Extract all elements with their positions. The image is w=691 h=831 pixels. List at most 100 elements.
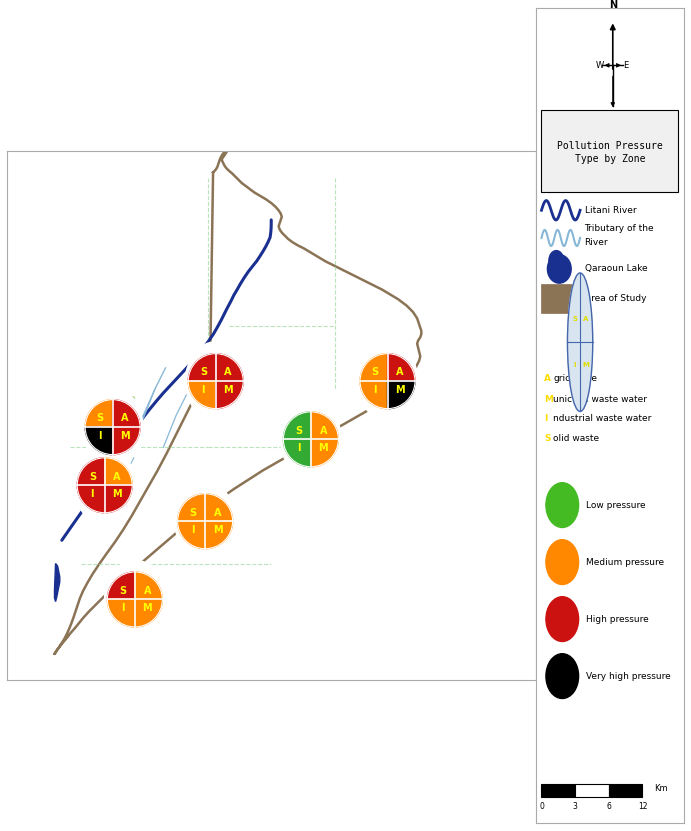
- Wedge shape: [580, 273, 593, 342]
- Text: olid waste: olid waste: [553, 434, 600, 443]
- Text: M: M: [583, 362, 589, 368]
- Text: Medium pressure: Medium pressure: [586, 558, 664, 567]
- Ellipse shape: [104, 560, 165, 639]
- Text: A: A: [319, 425, 327, 435]
- Text: 3: 3: [573, 803, 578, 811]
- Wedge shape: [135, 572, 162, 599]
- Wedge shape: [360, 354, 388, 381]
- Text: A: A: [225, 367, 232, 377]
- Wedge shape: [283, 412, 311, 440]
- Text: 1: 1: [232, 358, 241, 372]
- Text: I: I: [202, 385, 205, 395]
- Text: I: I: [91, 489, 94, 499]
- Ellipse shape: [75, 446, 135, 524]
- Text: M: M: [223, 385, 233, 395]
- Wedge shape: [188, 354, 216, 381]
- FancyBboxPatch shape: [542, 784, 575, 797]
- Ellipse shape: [82, 388, 143, 466]
- Wedge shape: [105, 485, 132, 513]
- Wedge shape: [216, 354, 243, 381]
- Text: Litani River: Litani River: [585, 206, 636, 214]
- Text: Low pressure: Low pressure: [586, 500, 645, 509]
- Wedge shape: [77, 485, 105, 513]
- Text: griculture: griculture: [553, 374, 597, 382]
- Ellipse shape: [549, 251, 564, 271]
- Wedge shape: [580, 342, 593, 411]
- Text: Qaraoun Lake: Qaraoun Lake: [585, 264, 647, 273]
- Text: S: S: [545, 434, 551, 443]
- Text: Area of Study: Area of Study: [585, 293, 646, 302]
- Text: M: M: [142, 603, 152, 613]
- Ellipse shape: [547, 254, 571, 283]
- Text: A: A: [396, 367, 404, 377]
- Text: A: A: [214, 508, 221, 518]
- Wedge shape: [388, 354, 415, 381]
- Wedge shape: [283, 440, 311, 467]
- Text: Pollution Pressure
Type by Zone: Pollution Pressure Type by Zone: [557, 141, 663, 164]
- Text: Very high pressure: Very high pressure: [586, 671, 671, 681]
- Text: High pressure: High pressure: [586, 615, 649, 623]
- Wedge shape: [85, 400, 113, 427]
- FancyBboxPatch shape: [609, 784, 643, 797]
- Wedge shape: [188, 381, 216, 409]
- Ellipse shape: [357, 342, 418, 420]
- Wedge shape: [388, 381, 415, 409]
- Text: I: I: [99, 430, 102, 440]
- Wedge shape: [135, 599, 162, 627]
- Text: 5: 5: [106, 470, 115, 484]
- Ellipse shape: [546, 539, 578, 584]
- Text: E: E: [623, 61, 629, 70]
- Wedge shape: [107, 599, 135, 627]
- Text: A: A: [113, 472, 121, 482]
- Wedge shape: [85, 427, 113, 455]
- Ellipse shape: [175, 482, 236, 561]
- Text: A: A: [583, 317, 588, 322]
- Text: I: I: [121, 603, 124, 613]
- Text: S: S: [610, 120, 616, 130]
- Wedge shape: [216, 381, 243, 409]
- Text: Tributary of the: Tributary of the: [585, 224, 654, 233]
- FancyBboxPatch shape: [542, 283, 574, 313]
- Wedge shape: [178, 521, 205, 548]
- Text: A: A: [545, 374, 551, 382]
- Text: 2: 2: [386, 358, 395, 372]
- Text: River: River: [585, 238, 608, 248]
- Text: S: S: [97, 414, 104, 424]
- Text: M: M: [213, 525, 223, 535]
- Text: A: A: [121, 414, 129, 424]
- Text: M: M: [395, 385, 405, 395]
- Text: 4: 4: [285, 432, 294, 446]
- Text: Km: Km: [654, 784, 668, 793]
- Wedge shape: [113, 427, 140, 455]
- Text: M: M: [120, 430, 130, 440]
- Text: I: I: [296, 443, 301, 453]
- Text: S: S: [189, 508, 196, 518]
- Text: 7: 7: [153, 583, 162, 597]
- Text: S: S: [572, 317, 577, 322]
- Wedge shape: [567, 342, 580, 411]
- Text: 6: 6: [222, 504, 231, 519]
- Text: A: A: [144, 586, 151, 596]
- Text: I: I: [373, 385, 377, 395]
- Text: I: I: [574, 362, 576, 368]
- Polygon shape: [55, 151, 422, 654]
- Ellipse shape: [546, 654, 578, 699]
- Text: S: S: [119, 586, 126, 596]
- Wedge shape: [107, 572, 135, 599]
- Wedge shape: [77, 458, 105, 485]
- Polygon shape: [55, 563, 59, 602]
- Wedge shape: [205, 494, 233, 521]
- Wedge shape: [113, 400, 140, 427]
- Wedge shape: [360, 381, 388, 409]
- Wedge shape: [567, 273, 580, 342]
- FancyBboxPatch shape: [575, 784, 609, 797]
- Wedge shape: [205, 521, 233, 548]
- Text: M: M: [545, 395, 553, 404]
- Text: S: S: [372, 367, 379, 377]
- FancyBboxPatch shape: [542, 111, 678, 192]
- Text: S: S: [88, 472, 96, 482]
- Text: 0: 0: [539, 803, 544, 811]
- Wedge shape: [311, 440, 339, 467]
- Ellipse shape: [546, 483, 578, 528]
- Text: S: S: [295, 425, 302, 435]
